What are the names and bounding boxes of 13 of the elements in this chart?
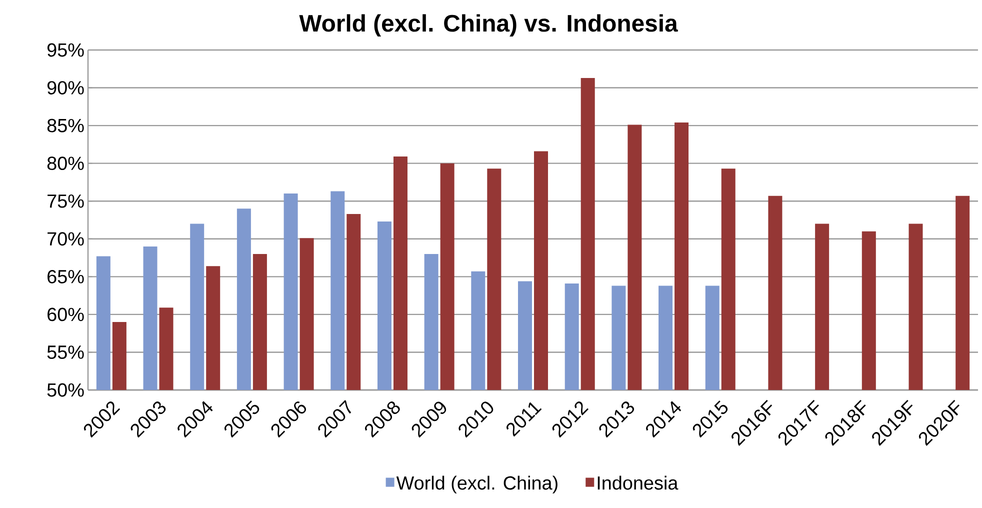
y-tick-label: 70%	[48, 232, 84, 246]
legend-label: World (excl. China)	[396, 476, 558, 494]
y-tick-label: 85%	[47, 118, 84, 132]
y-tick-label: 60%	[48, 308, 84, 322]
y-tick-label: 95%	[47, 43, 84, 57]
y-tick-label: 65%	[48, 270, 84, 284]
y-tick-label: 75%	[48, 194, 84, 208]
chart-title: World (excl. China) vs. Indonesia	[299, 14, 678, 37]
y-tick-label: 90%	[47, 81, 84, 94]
y-tick-label: 50%	[47, 383, 84, 397]
y-tick-label: 80%	[47, 156, 84, 170]
y-tick-label: 55%	[47, 346, 84, 359]
legend-label: Indonesia	[598, 476, 678, 490]
